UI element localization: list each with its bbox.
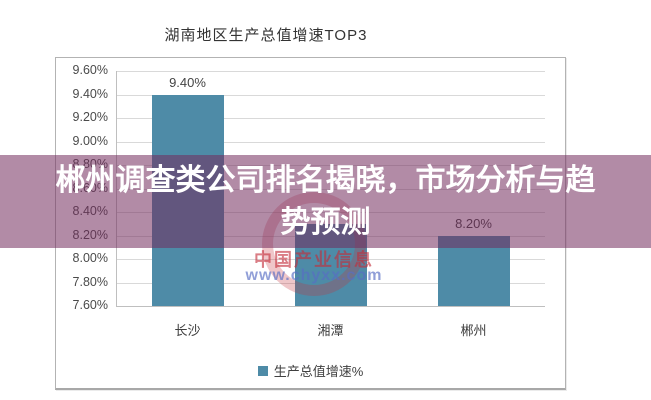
y-axis-tick-label: 7.80% — [72, 274, 108, 289]
watermark-url: www.chyxx.com — [245, 267, 383, 284]
headline-line-1: 郴州调查类公司排名揭晓，市场分析与趋 — [55, 163, 596, 197]
x-axis-category-label: 湘潭 — [317, 323, 344, 338]
y-axis-tick-label: 9.00% — [72, 133, 108, 148]
x-axis-line — [116, 306, 545, 307]
watermark-brand: 中国产业信息 — [254, 250, 374, 270]
headline-line-2: 势预测 — [280, 205, 371, 239]
gridline — [116, 71, 545, 72]
gridline — [116, 94, 545, 96]
x-axis-category-label: 长沙 — [174, 323, 201, 338]
y-axis-tick-label: 8.00% — [72, 251, 108, 265]
gridline — [116, 141, 545, 143]
y-axis-tick-label: 9.60% — [72, 63, 108, 77]
y-axis-tick-label: 9.20% — [72, 110, 108, 124]
x-axis-category-label: 郴州 — [460, 323, 487, 338]
headline-overlay: 郴州调查类公司排名揭晓，市场分析与趋 势预测 — [0, 155, 651, 248]
y-axis-tick-label: 9.40% — [72, 86, 108, 101]
bar-value-label: 9.40% — [169, 74, 206, 90]
legend-swatch-icon — [257, 365, 268, 376]
chart-title: 湖南地区生产总值增速TOP3 — [164, 27, 368, 44]
y-axis-tick-label: 7.60% — [72, 298, 108, 312]
gridline — [116, 118, 545, 119]
legend-label: 生产总值增速% — [273, 364, 364, 379]
chart-legend: 生产总值增速% — [56, 361, 565, 380]
